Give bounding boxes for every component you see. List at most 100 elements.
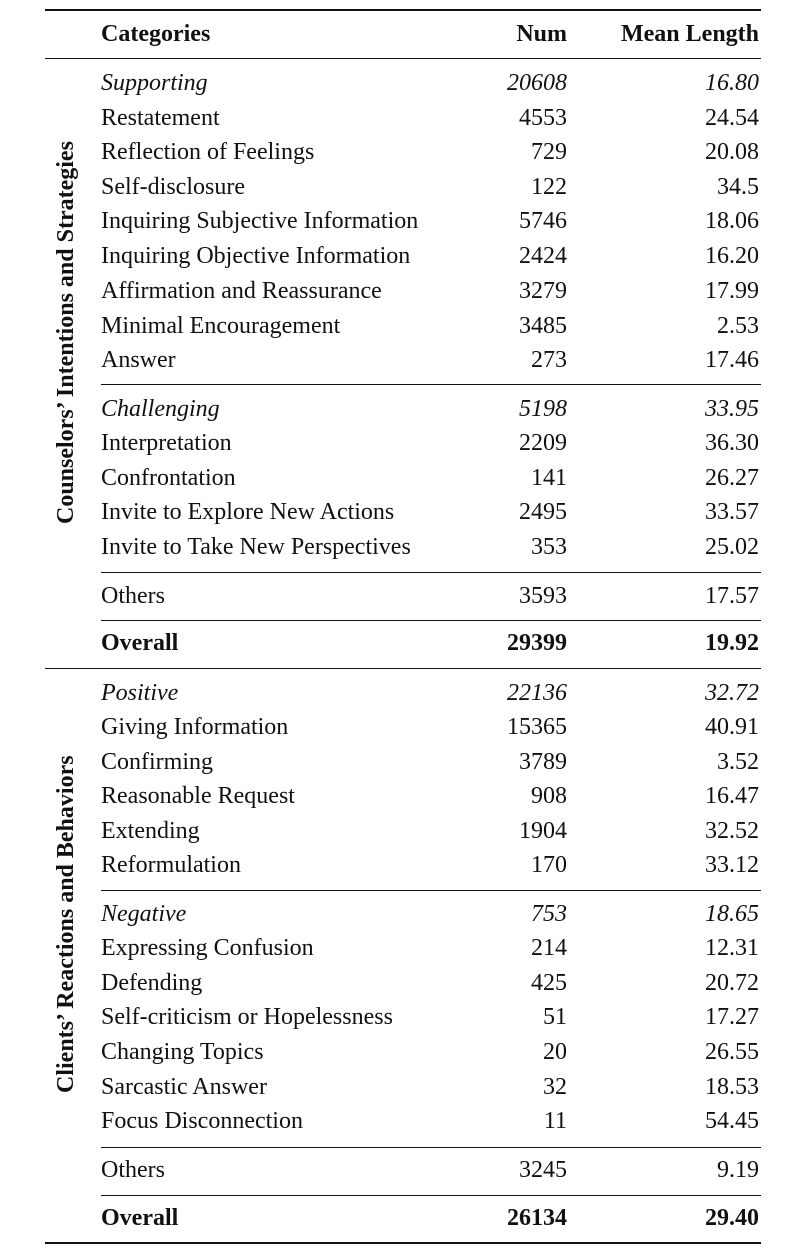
group-separator-rule xyxy=(45,668,761,669)
row-num: 1904 xyxy=(519,818,567,844)
table-row: Interpretation 2209 36.30 xyxy=(45,426,761,460)
table-row: Expressing Confusion 214 12.31 xyxy=(45,931,761,965)
row-num: 29399 xyxy=(507,630,567,656)
subgroup-row-supporting: Supporting 20608 16.80 xyxy=(45,66,761,100)
row-mean: 17.27 xyxy=(705,1004,759,1030)
row-mean: 26.27 xyxy=(705,465,759,491)
table-row: Defending 425 20.72 xyxy=(45,966,761,1000)
subgroup-name: Positive xyxy=(101,680,179,706)
row-label: Focus Disconnection xyxy=(101,1108,303,1134)
row-mean: 9.19 xyxy=(717,1157,759,1183)
row-num: 2209 xyxy=(519,430,567,456)
table-bottom-rule xyxy=(45,1242,761,1244)
row-label: Extending xyxy=(101,818,200,844)
row-mean: 24.54 xyxy=(705,105,759,131)
table-row: Affirmation and Reassurance 3279 17.99 xyxy=(45,274,761,308)
row-label: Overall xyxy=(101,1205,179,1231)
row-num: 425 xyxy=(531,970,567,996)
subgroup-rule xyxy=(101,572,761,573)
row-label: Others xyxy=(101,1157,165,1183)
subgroup-num: 753 xyxy=(531,901,567,927)
subgroup-name: Negative xyxy=(101,901,187,927)
row-label: Inquiring Subjective Information xyxy=(101,208,419,234)
subgroup-mean: 16.80 xyxy=(705,70,759,96)
header-categories: Categories xyxy=(101,21,211,47)
table-row: Restatement 4553 24.54 xyxy=(45,101,761,135)
header-rule xyxy=(45,58,761,59)
row-label: Others xyxy=(101,583,165,609)
row-mean: 32.52 xyxy=(705,818,759,844)
row-label: Reflection of Feelings xyxy=(101,139,315,165)
overall-row: Overall 26134 29.40 xyxy=(45,1201,761,1235)
subgroup-rule xyxy=(101,890,761,891)
row-num: 4553 xyxy=(519,105,567,131)
row-label: Sarcastic Answer xyxy=(101,1074,267,1100)
subgroup-mean: 33.95 xyxy=(705,396,759,422)
row-label: Confirming xyxy=(101,749,213,775)
row-label: Self-disclosure xyxy=(101,174,245,200)
row-mean: 33.57 xyxy=(705,499,759,525)
subgroup-num: 5198 xyxy=(519,396,567,422)
row-label: Reformulation xyxy=(101,852,241,878)
others-row: Others 3245 9.19 xyxy=(45,1153,761,1187)
row-num: 3485 xyxy=(519,313,567,339)
header-num: Num xyxy=(516,21,567,47)
table-header-row: Categories Num Mean Length xyxy=(45,17,761,51)
row-mean: 26.55 xyxy=(705,1039,759,1065)
row-mean: 12.31 xyxy=(705,935,759,961)
row-mean: 18.06 xyxy=(705,208,759,234)
row-num: 3245 xyxy=(519,1157,567,1183)
table-row: Focus Disconnection 11 54.45 xyxy=(45,1104,761,1138)
row-num: 141 xyxy=(531,465,567,491)
subgroup-row-challenging: Challenging 5198 33.95 xyxy=(45,392,761,426)
row-num: 26134 xyxy=(507,1205,567,1231)
row-label: Invite to Take New Perspectives xyxy=(101,534,411,560)
subgroup-name: Supporting xyxy=(101,70,208,96)
row-label: Giving Information xyxy=(101,714,289,740)
table-row: Confrontation 141 26.27 xyxy=(45,461,761,495)
row-num: 5746 xyxy=(519,208,567,234)
row-mean: 40.91 xyxy=(705,714,759,740)
overall-rule xyxy=(101,620,761,621)
row-label: Affirmation and Reassurance xyxy=(101,278,382,304)
overall-row: Overall 29399 19.92 xyxy=(45,626,761,660)
row-mean: 17.99 xyxy=(705,278,759,304)
row-mean: 36.30 xyxy=(705,430,759,456)
row-num: 3593 xyxy=(519,583,567,609)
table-top-rule xyxy=(45,9,761,11)
row-mean: 33.12 xyxy=(705,852,759,878)
row-num: 729 xyxy=(531,139,567,165)
row-num: 11 xyxy=(543,1108,567,1134)
row-label: Minimal Encouragement xyxy=(101,313,341,339)
row-label: Interpretation xyxy=(101,430,232,456)
table-row: Minimal Encouragement 3485 2.53 xyxy=(45,309,761,343)
row-num: 2424 xyxy=(519,243,567,269)
subgroup-row-positive: Positive 22136 32.72 xyxy=(45,676,761,710)
subgroup-num: 20608 xyxy=(507,70,567,96)
row-mean: 17.57 xyxy=(705,583,759,609)
row-mean: 2.53 xyxy=(717,313,759,339)
subgroup-name: Challenging xyxy=(101,396,220,422)
row-label: Expressing Confusion xyxy=(101,935,314,961)
subgroup-mean: 32.72 xyxy=(705,680,759,706)
row-label: Invite to Explore New Actions xyxy=(101,499,395,525)
table-row: Reformulation 170 33.12 xyxy=(45,848,761,882)
row-mean: 20.72 xyxy=(705,970,759,996)
row-label: Defending xyxy=(101,970,203,996)
row-label: Changing Topics xyxy=(101,1039,264,1065)
table-row: Reflection of Feelings 729 20.08 xyxy=(45,135,761,169)
table-row: Sarcastic Answer 32 18.53 xyxy=(45,1070,761,1104)
row-num: 2495 xyxy=(519,499,567,525)
row-label: Inquiring Objective Information xyxy=(101,243,411,269)
table-row: Inquiring Subjective Information 5746 18… xyxy=(45,204,761,238)
row-mean: 17.46 xyxy=(705,347,759,373)
row-label: Restatement xyxy=(101,105,220,131)
table-row: Reasonable Request 908 16.47 xyxy=(45,779,761,813)
statistics-table: Categories Num Mean Length Counselors’ I… xyxy=(45,0,761,1254)
overall-rule xyxy=(101,1195,761,1196)
table-row: Invite to Explore New Actions 2495 33.57 xyxy=(45,495,761,529)
row-mean: 16.47 xyxy=(705,783,759,809)
subgroup-mean: 18.65 xyxy=(705,901,759,927)
row-mean: 34.5 xyxy=(717,174,759,200)
table-row: Giving Information 15365 40.91 xyxy=(45,710,761,744)
